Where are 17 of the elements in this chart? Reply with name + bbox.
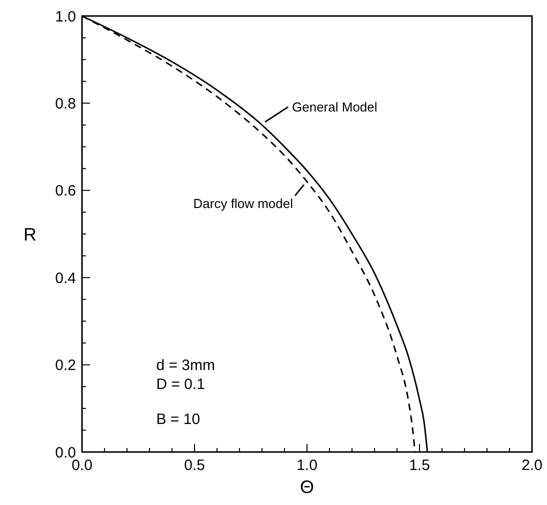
annotation: General Model	[292, 100, 378, 115]
y-tick-label: 0.2	[55, 357, 76, 374]
x-tick-label: 0.0	[72, 457, 92, 474]
x-tick-label: 1.5	[409, 457, 430, 474]
x-tick-label: 1.0	[296, 457, 318, 474]
y-axis-title: R	[24, 224, 36, 244]
x-tick-label: 2.0	[522, 457, 542, 474]
annotation: D = 0.1	[156, 376, 206, 394]
annotation: d = 3mm	[156, 357, 216, 374]
y-tick-label: 0.8	[55, 95, 76, 112]
x-tick-label: 0.5	[184, 457, 205, 474]
y-tick-label: 0.6	[55, 182, 76, 200]
y-tick-label: 1.0	[55, 8, 76, 26]
annotation: Darcy flow model	[193, 196, 294, 212]
y-tick-label: 0.4	[55, 270, 76, 287]
annotation: B = 10	[156, 411, 200, 428]
x-axis-title: Θ	[300, 477, 314, 497]
